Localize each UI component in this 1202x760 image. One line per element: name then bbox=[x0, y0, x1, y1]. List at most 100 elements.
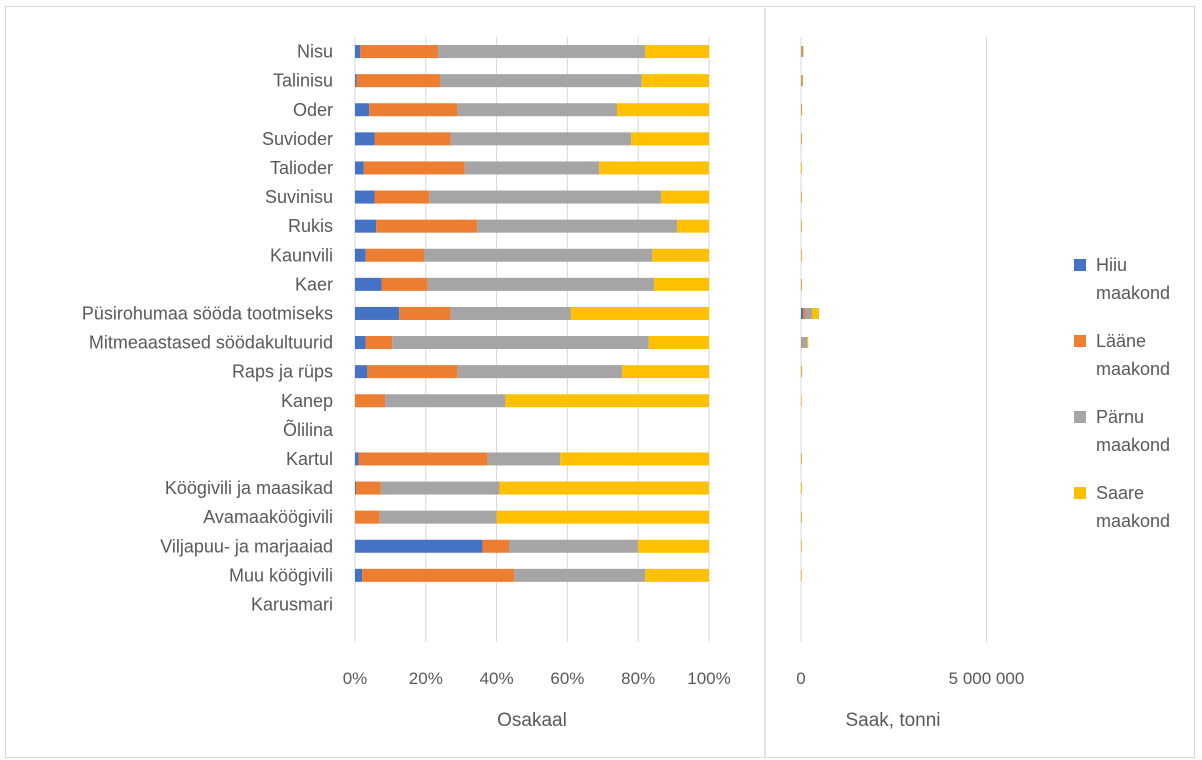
category-label-muu-koogivili: Muu köögivili bbox=[229, 565, 333, 585]
bar-suvinisu-parnu-maakond bbox=[429, 190, 662, 204]
tonnage-bar-pusirohumaa-sooda-tootmiseks-laane-maakond bbox=[803, 307, 806, 319]
tonnage-bar-viljapuu-ja-marjaaiad-saare-maakond bbox=[801, 540, 802, 552]
right-tick-labels: 0 5 000 000 bbox=[796, 669, 1024, 688]
legend-label: Lääne bbox=[1096, 331, 1146, 351]
tonnage-bar-kanep-saare-maakond bbox=[801, 395, 802, 407]
bar-kaunvili-laane-maakond bbox=[365, 248, 425, 262]
bar-muu-koogivili-laane-maakond bbox=[362, 568, 515, 582]
tonnage-bar-nisu-parnu-maakond bbox=[801, 46, 803, 58]
bar-koogivili-ja-maasikad-hiiu-maakond bbox=[355, 481, 357, 495]
bar-kaer-laane-maakond bbox=[381, 277, 428, 291]
bar-rukis-hiiu-maakond bbox=[355, 219, 377, 233]
tonnage-bar-oder-parnu-maakond bbox=[801, 104, 802, 116]
bar-pusirohumaa-sooda-tootmiseks-laane-maakond bbox=[399, 306, 451, 320]
bar-pusirohumaa-sooda-tootmiseks-hiiu-maakond bbox=[355, 306, 400, 320]
bar-oder-hiiu-maakond bbox=[355, 103, 370, 117]
category-label-talinisu: Talinisu bbox=[273, 71, 333, 91]
bar-nisu-parnu-maakond bbox=[438, 45, 646, 59]
bar-avamaakoogivili-parnu-maakond bbox=[379, 510, 497, 524]
bar-mitmeaastased-soodakultuurid-laane-maakond bbox=[365, 336, 393, 350]
bar-kaunvili-saare-maakond bbox=[652, 248, 709, 262]
category-label-kartul: Kartul bbox=[286, 449, 333, 469]
bar-mitmeaastased-soodakultuurid-saare-maakond bbox=[648, 336, 709, 350]
bar-pusirohumaa-sooda-tootmiseks-saare-maakond bbox=[570, 306, 709, 320]
bar-rukis-parnu-maakond bbox=[477, 219, 678, 233]
bar-nisu-laane-maakond bbox=[360, 45, 439, 59]
category-label-suvinisu: Suvinisu bbox=[265, 187, 333, 207]
bar-raps-ja-rups-laane-maakond bbox=[367, 365, 458, 379]
bar-kaer-saare-maakond bbox=[654, 277, 709, 291]
category-label-koogivili-ja-maasikad: Köögivili ja maasikad bbox=[165, 478, 333, 498]
tonnage-bar-avamaakoogivili-saare-maakond bbox=[801, 511, 802, 523]
bar-avamaakoogivili-laane-maakond bbox=[355, 510, 380, 524]
bar-oder-laane-maakond bbox=[369, 103, 458, 117]
left-tick-label: 20% bbox=[409, 669, 443, 688]
bar-avamaakoogivili-saare-maakond bbox=[496, 510, 709, 524]
legend-label: maakond bbox=[1096, 435, 1170, 455]
legend-swatch-saare-maakond bbox=[1074, 487, 1086, 499]
bar-kartul-parnu-maakond bbox=[487, 452, 561, 466]
category-label-viljapuu-ja-marjaaiad: Viljapuu- ja marjaaiad bbox=[160, 536, 333, 556]
tonnage-bar-mitmeaastased-soodakultuurid-saare-maakond bbox=[807, 337, 809, 349]
bar-talinisu-hiiu-maakond bbox=[355, 74, 357, 88]
legend-swatch-hiiu-maakond bbox=[1074, 259, 1086, 271]
bar-viljapuu-ja-marjaaiad-laane-maakond bbox=[482, 539, 509, 553]
bar-mitmeaastased-soodakultuurid-hiiu-maakond bbox=[355, 336, 366, 350]
bar-suvioder-parnu-maakond bbox=[450, 132, 632, 146]
bar-kanep-laane-maakond bbox=[355, 394, 386, 408]
bar-koogivili-ja-maasikad-laane-maakond bbox=[356, 481, 381, 495]
tonnage-bar-mitmeaastased-soodakultuurid-parnu-maakond bbox=[801, 337, 808, 349]
bar-nisu-hiiu-maakond bbox=[355, 45, 361, 59]
tonnage-bar-kartul-saare-maakond bbox=[801, 453, 802, 465]
tonnage-bar-kaer-saare-maakond bbox=[801, 278, 803, 290]
tonnage-bar-pusirohumaa-sooda-tootmiseks-parnu-maakond bbox=[805, 307, 812, 319]
bar-suvinisu-laane-maakond bbox=[374, 190, 430, 204]
legend-label: maakond bbox=[1096, 283, 1170, 303]
tonnage-bar-kaunvili-saare-maakond bbox=[801, 249, 802, 261]
bar-talioder-hiiu-maakond bbox=[355, 161, 364, 175]
bar-mitmeaastased-soodakultuurid-parnu-maakond bbox=[392, 336, 649, 350]
category-label-mitmeaastased-soodakultuurid: Mitmeaastased söödakultuurid bbox=[89, 333, 333, 353]
bar-nisu-saare-maakond bbox=[645, 45, 709, 59]
bar-muu-koogivili-saare-maakond bbox=[645, 568, 709, 582]
tonnage-bar-pusirohumaa-sooda-tootmiseks-hiiu-maakond bbox=[801, 307, 804, 319]
bar-kartul-hiiu-maakond bbox=[355, 452, 359, 466]
tonnage-bar-nisu-laane-maakond bbox=[801, 46, 802, 58]
bar-rukis-laane-maakond bbox=[376, 219, 478, 233]
left-tick-label: 100% bbox=[687, 669, 730, 688]
bar-pusirohumaa-sooda-tootmiseks-parnu-maakond bbox=[450, 306, 571, 320]
left-tick-label: 80% bbox=[621, 669, 655, 688]
category-label-oder: Oder bbox=[293, 100, 333, 120]
bar-viljapuu-ja-marjaaiad-hiiu-maakond bbox=[355, 539, 483, 553]
category-labels: Nisu Talinisu Oder Suvioder Talioder Suvinisu… bbox=[82, 42, 334, 615]
bar-suvioder-saare-maakond bbox=[631, 132, 709, 146]
category-label-olilina: Õlilina bbox=[283, 419, 334, 440]
bar-kanep-saare-maakond bbox=[505, 394, 709, 408]
chart-frame bbox=[5, 6, 1195, 758]
bar-talioder-laane-maakond bbox=[363, 161, 465, 175]
tonnage-bar-nisu-saare-maakond bbox=[802, 46, 804, 58]
left-tick-labels: 0% 20% 40% 60% 80% 100% bbox=[343, 669, 731, 688]
category-label-rukis: Rukis bbox=[288, 216, 333, 236]
bar-kartul-laane-maakond bbox=[358, 452, 488, 466]
right-tick-label: 5 000 000 bbox=[949, 669, 1025, 688]
bar-suvioder-hiiu-maakond bbox=[355, 132, 375, 146]
left-axis-title: Osakaal bbox=[497, 710, 567, 731]
category-label-karusmari: Karusmari bbox=[251, 594, 333, 614]
right-bars bbox=[801, 46, 819, 581]
tonnage-bar-talioder-saare-maakond bbox=[801, 162, 802, 174]
bar-raps-ja-rups-saare-maakond bbox=[622, 365, 709, 379]
bar-suvinisu-saare-maakond bbox=[661, 190, 709, 204]
category-label-kaunvili: Kaunvili bbox=[270, 245, 333, 265]
tonnage-bar-kaer-parnu-maakond bbox=[801, 278, 802, 290]
category-label-raps-ja-rups: Raps ja rüps bbox=[232, 362, 333, 382]
bar-suvioder-laane-maakond bbox=[374, 132, 451, 146]
category-label-avamaakoogivili: Avamaaköögivili bbox=[203, 507, 333, 527]
tonnage-bar-suvioder-saare-maakond bbox=[801, 133, 803, 145]
category-label-pusirohumaa-sooda-tootmiseks: Püsirohumaa sööda tootmiseks bbox=[82, 303, 333, 323]
legend-swatch-laane-maakond bbox=[1074, 335, 1086, 347]
left-tick-label: 0% bbox=[343, 669, 368, 688]
tonnage-bar-koogivili-ja-maasikad-saare-maakond bbox=[801, 482, 802, 494]
category-label-kanep: Kanep bbox=[281, 391, 333, 411]
